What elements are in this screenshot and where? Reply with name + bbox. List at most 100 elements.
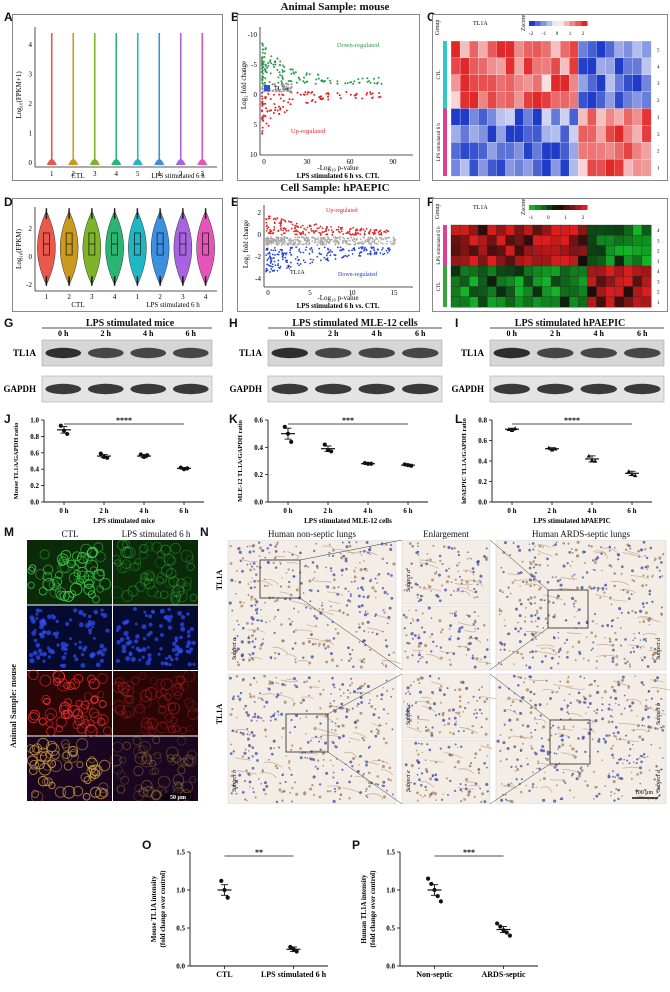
- heatmap-cell: [632, 125, 643, 143]
- cell-outline: [97, 717, 106, 727]
- ihc-cell: [425, 729, 428, 732]
- y-tick-label: 2: [29, 225, 33, 233]
- tissue-strand: [321, 734, 340, 738]
- outlier-point: [45, 277, 48, 280]
- ihc-cell: [590, 545, 593, 548]
- ihc-cell: [552, 724, 555, 727]
- ihc-cell: [476, 700, 478, 702]
- cell-outline: [59, 560, 72, 574]
- zscore-scale-swatch: [552, 205, 559, 210]
- row-id: 1: [657, 260, 660, 265]
- ihc-cell: [366, 612, 369, 615]
- tissue-strand: [593, 586, 605, 592]
- volcano-point: [330, 225, 332, 228]
- nucleus-spot: [143, 610, 147, 614]
- cell-outline: [66, 750, 79, 763]
- ihc-cell: [623, 657, 626, 661]
- ihc-cell: [620, 712, 623, 716]
- ihc-cell: [646, 568, 649, 571]
- ihc-cell: [615, 738, 618, 740]
- heatmap-cell: [641, 40, 652, 59]
- group-label: Group: [435, 20, 441, 35]
- volcano-point: [381, 247, 384, 249]
- heatmap-cell: [523, 158, 534, 177]
- ihc-cell: [385, 679, 388, 682]
- panel-g-time-label: 6 h: [186, 329, 197, 338]
- ihc-cell: [260, 782, 263, 785]
- volcano-point: [340, 227, 343, 230]
- cell-outline: [93, 569, 105, 581]
- volcano-point: [380, 231, 383, 234]
- ihc-cell: [485, 547, 488, 550]
- outlier-point: [136, 213, 139, 216]
- ihc-cell: [531, 633, 535, 637]
- ihc-cell: [274, 657, 277, 660]
- nucleus-spot: [100, 608, 104, 612]
- y-tick-label: -2: [255, 253, 261, 261]
- group-label-lps: LPS stimulated 6 h: [151, 172, 205, 180]
- volcano-point: [317, 241, 319, 244]
- volcano-point: [328, 241, 330, 243]
- y-tick-label: 0: [29, 159, 33, 167]
- volcano-point: [264, 83, 267, 86]
- tissue-strand: [648, 649, 660, 652]
- ihc-cell: [416, 799, 419, 802]
- ihc-cell: [435, 593, 439, 597]
- ihc-cell: [568, 693, 571, 696]
- ihc-cell: [255, 573, 258, 576]
- volcano-point: [281, 258, 284, 261]
- volcano-point: [354, 231, 357, 234]
- ihc-cell: [270, 680, 274, 684]
- cell-outline: [28, 669, 39, 681]
- x-tick-label: 2: [179, 170, 183, 178]
- cell-outline: [167, 725, 176, 734]
- volcano-point: [292, 241, 295, 244]
- tissue-strand: [536, 644, 555, 648]
- ihc-cell: [483, 761, 486, 765]
- nucleus-spot: [186, 630, 191, 634]
- nucleus-spot: [35, 612, 39, 616]
- ihc-cell: [348, 653, 352, 656]
- cell-outline: [48, 579, 60, 591]
- ihc-cell: [645, 640, 648, 642]
- ihc-cell: [274, 545, 278, 548]
- heatmap-cell: [550, 245, 561, 257]
- cell-outline: [62, 785, 76, 799]
- x-tick-label: ARDS-septic: [482, 970, 526, 979]
- ihc-cell: [472, 570, 475, 574]
- cell-outline: [112, 741, 123, 753]
- cell-outline: [180, 549, 194, 563]
- ihc-cell: [603, 591, 606, 594]
- ihc-cell: [614, 725, 618, 729]
- volcano-point: [308, 231, 310, 234]
- nucleus-spot: [133, 607, 137, 611]
- volcano-point: [354, 96, 357, 99]
- ihc-cell: [259, 692, 262, 695]
- volcano-point: [271, 90, 274, 93]
- ihc-cell: [364, 610, 367, 613]
- ihc-cell: [508, 649, 511, 652]
- ihc-cell: [229, 713, 233, 716]
- tissue-strand: [602, 547, 618, 553]
- heatmap-cell: [459, 108, 470, 126]
- ihc-cell: [424, 644, 428, 648]
- volcano-point: [298, 236, 301, 239]
- ihc-cell: [529, 596, 533, 600]
- violin-body: [150, 210, 170, 286]
- heatmap-cell: [614, 40, 625, 59]
- volcano-point: [270, 257, 273, 260]
- volcano-point: [296, 91, 299, 94]
- volcano-point: [280, 74, 283, 77]
- panel-h-blot-band: [358, 383, 396, 395]
- ihc-cell: [468, 764, 472, 768]
- heatmap-cell: [614, 265, 625, 277]
- ihc-cell: [485, 558, 488, 561]
- nucleus-spot: [80, 663, 86, 668]
- ihc-cell: [532, 681, 535, 683]
- heatmap-cell: [478, 125, 488, 143]
- heatmap-cell: [496, 108, 506, 126]
- heatmap-cell: [450, 276, 461, 287]
- ihc-cell: [253, 586, 256, 589]
- ihc-cell: [535, 638, 537, 640]
